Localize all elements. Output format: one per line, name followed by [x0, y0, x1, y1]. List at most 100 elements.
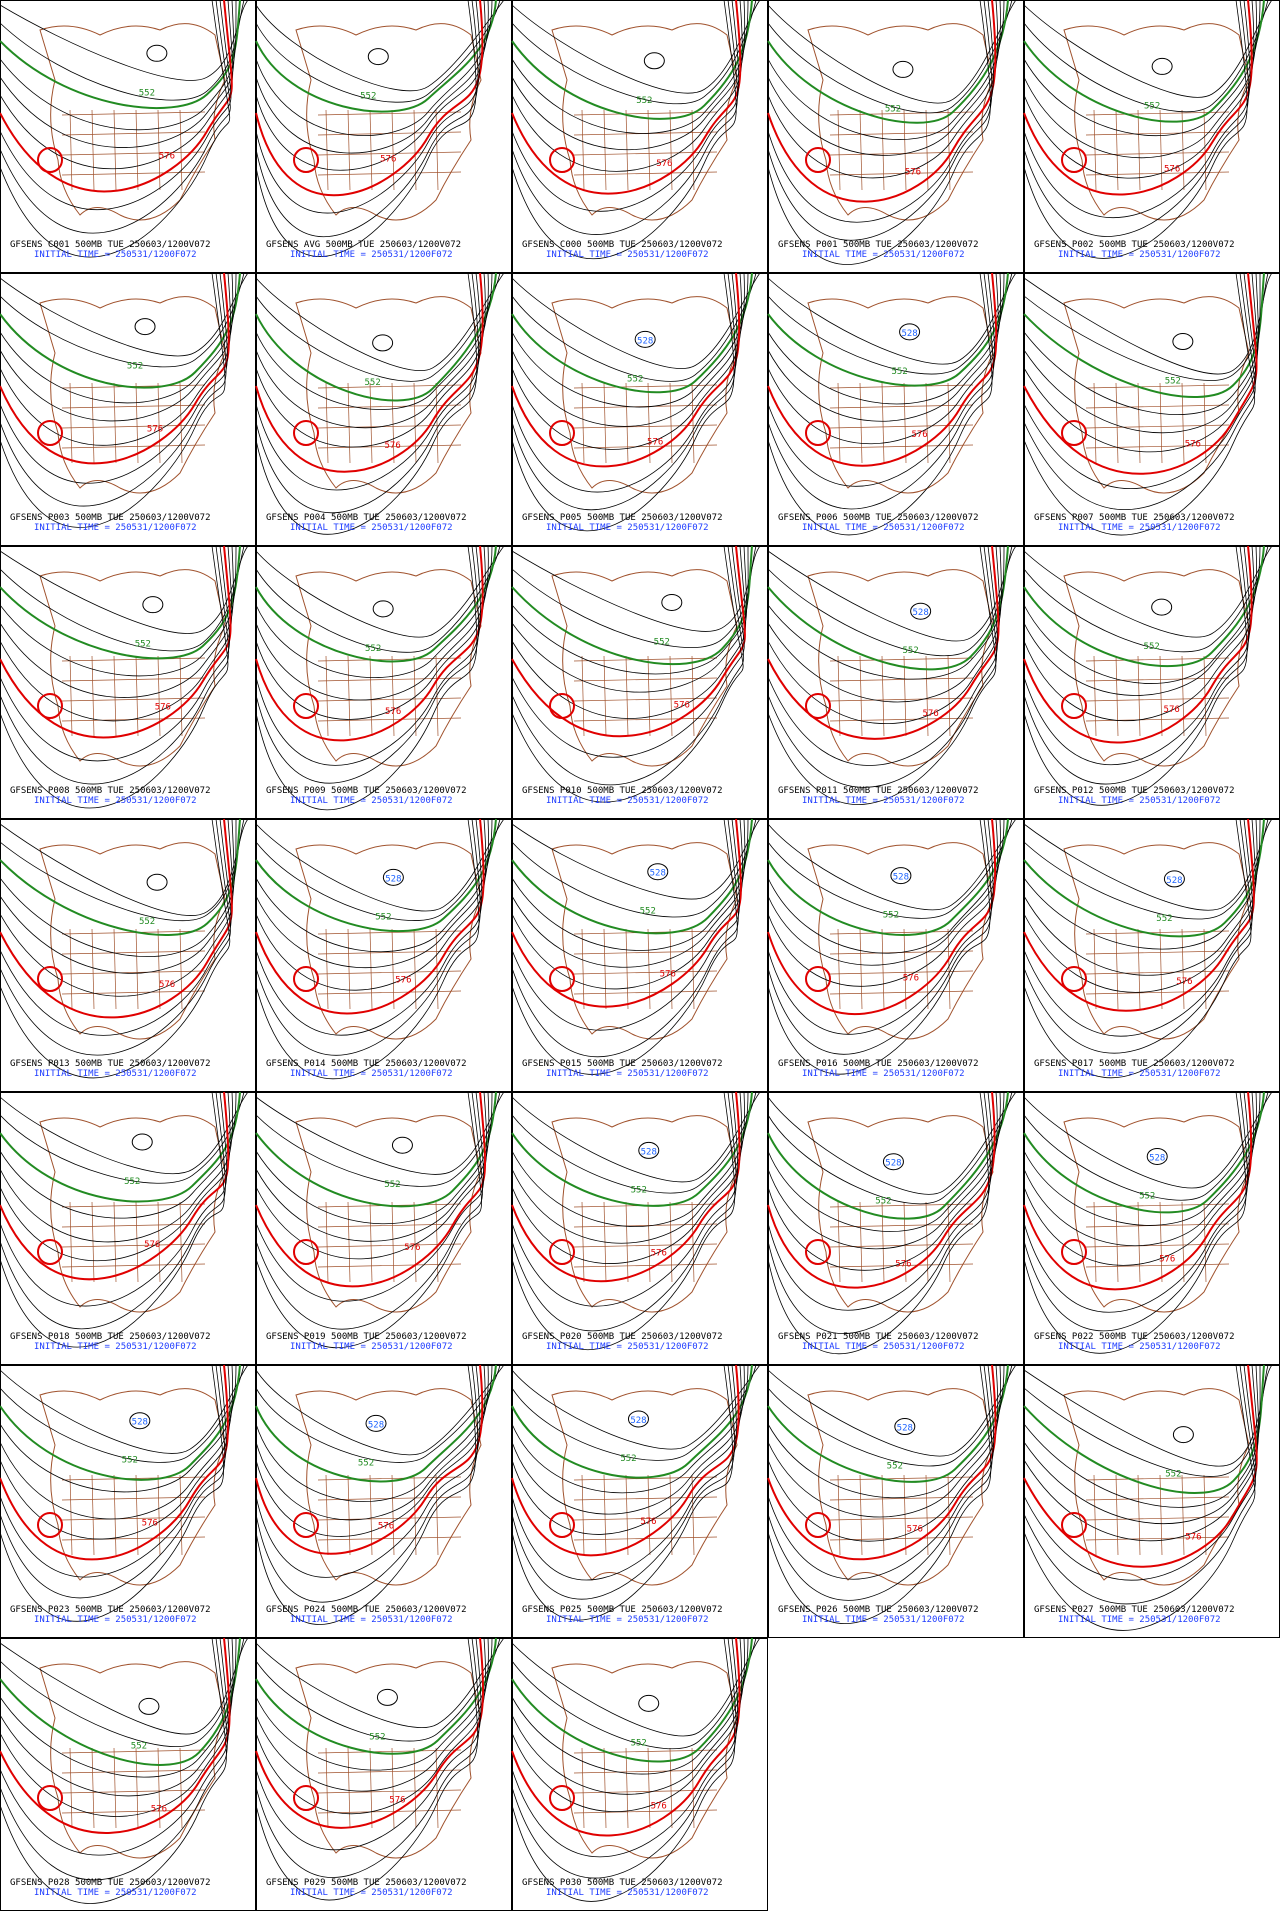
state-line — [903, 655, 907, 737]
state-line — [413, 1201, 417, 1283]
panel-title: GFSENS P030 500MB TUE 250603/1200V072 — [522, 1878, 722, 1888]
contour — [1023, 818, 1253, 1054]
cutoff-low — [549, 1239, 575, 1265]
panel-border — [512, 819, 768, 1092]
state-line — [669, 1474, 673, 1556]
cutoff-low — [37, 147, 63, 173]
state-line — [391, 109, 395, 191]
contour-label: 576 — [385, 707, 401, 717]
contour — [511, 818, 749, 951]
cutoff-low — [37, 693, 63, 719]
state-line — [113, 928, 117, 1010]
panel-title: GFSENS P027 500MB TUE 250603/1200V072 — [1034, 1605, 1234, 1615]
contour — [511, 818, 738, 1075]
low-center — [1151, 57, 1173, 75]
panel-border — [0, 273, 256, 546]
panel-border — [1024, 819, 1280, 1092]
map-panel: 528 552 576 GFSENS P022 500MB TUE 250603/12… — [1023, 1091, 1280, 1365]
contour-label: 576 — [911, 430, 927, 440]
cutoff-low — [549, 1785, 575, 1811]
contour — [511, 545, 745, 758]
contour-label: 576 — [651, 1801, 667, 1811]
contour-label: 576 — [159, 151, 175, 161]
contour — [0, 818, 231, 1056]
low-center — [892, 60, 914, 78]
contour — [767, 1364, 992, 1624]
contour-label: 528 — [368, 1420, 384, 1430]
contour-label: 552 — [139, 917, 155, 927]
contour — [0, 0, 233, 193]
panel-border — [0, 1092, 256, 1365]
contour — [0, 545, 230, 762]
state-line — [435, 1474, 439, 1556]
coastline — [807, 1115, 994, 1313]
contour-label: 576 — [1164, 705, 1180, 715]
state-line — [317, 1789, 462, 1794]
state-line — [61, 1243, 206, 1248]
contour-label: 552 — [1156, 914, 1172, 924]
state-line — [573, 424, 718, 429]
contour — [1023, 272, 1265, 399]
state-line — [1093, 928, 1097, 1010]
contour-label: 528 — [897, 1424, 913, 1434]
contour — [255, 272, 505, 371]
state-line — [669, 382, 673, 464]
state-line — [391, 655, 395, 737]
contour-label: 552 — [1139, 1191, 1155, 1201]
state-line — [369, 1474, 373, 1556]
low-center — [1172, 333, 1194, 351]
state-line — [135, 382, 139, 464]
contour — [767, 0, 991, 265]
state-line — [829, 424, 974, 429]
contour-label: 552 — [139, 88, 155, 98]
panel-title: GFSENS P028 500MB TUE 250603/1200V072 — [10, 1878, 210, 1888]
state-line — [573, 1496, 718, 1501]
panel-subtitle: INITIAL TIME = 250531/1200F072 — [1058, 523, 1221, 533]
coastline — [39, 842, 226, 1040]
state-line — [829, 697, 974, 702]
contour-label: 576 — [384, 441, 400, 451]
low-center — [643, 52, 665, 70]
panel-subtitle: INITIAL TIME = 250531/1200F072 — [290, 1888, 453, 1898]
contour — [511, 0, 740, 212]
state-line — [317, 1749, 462, 1754]
state-line — [69, 655, 73, 737]
contour — [511, 545, 745, 786]
panel-subtitle: INITIAL TIME = 250531/1200F072 — [34, 1888, 197, 1898]
state-line — [317, 1263, 462, 1268]
contour-label: 528 — [901, 329, 917, 339]
map-panel: 528 552 576 GFSENS P006 500MB TUE 250603/12… — [767, 272, 1024, 546]
state-line — [61, 171, 206, 176]
state-line — [1137, 928, 1141, 1010]
coastline — [1063, 569, 1250, 767]
state-line — [881, 928, 885, 1010]
panel-subtitle: INITIAL TIME = 250531/1200F072 — [34, 523, 197, 533]
contour — [255, 818, 481, 1056]
state-line — [317, 1769, 462, 1774]
contour-label: 552 — [122, 1456, 138, 1466]
state-line — [1203, 1474, 1207, 1556]
state-line — [157, 928, 161, 1010]
cutoff-low — [549, 966, 575, 992]
panel-title: GFSENS P001 500MB TUE 250603/1200V072 — [778, 240, 978, 250]
state-line — [603, 928, 607, 1010]
panel-border — [768, 1365, 1024, 1638]
panel-subtitle: INITIAL TIME = 250531/1200F072 — [1058, 1342, 1221, 1352]
map-panel: 552 576 GFSENS P012 500MB TUE 250603/1200V… — [1023, 545, 1280, 819]
panel-subtitle: INITIAL TIME = 250531/1200F072 — [802, 1342, 965, 1352]
coastline — [807, 842, 994, 1040]
contour — [767, 1364, 993, 1601]
contour — [0, 0, 234, 170]
map-panel: 528 552 576 GFSENS P023 500MB TUE 250603/12… — [0, 1364, 256, 1638]
state-line — [837, 1474, 841, 1556]
contour-label: 528 — [1166, 876, 1182, 886]
coastline — [551, 842, 738, 1040]
panel-subtitle: INITIAL TIME = 250531/1200F072 — [290, 523, 453, 533]
contour-label: 552 — [369, 1732, 385, 1742]
contour — [0, 545, 234, 698]
contour-label: 576 — [159, 980, 175, 990]
contour — [1023, 0, 1265, 123]
contour — [511, 545, 747, 719]
coastline — [1063, 1388, 1250, 1586]
map-panel: 528 552 576 GFSENS P014 500MB TUE 250603/12… — [255, 818, 512, 1092]
